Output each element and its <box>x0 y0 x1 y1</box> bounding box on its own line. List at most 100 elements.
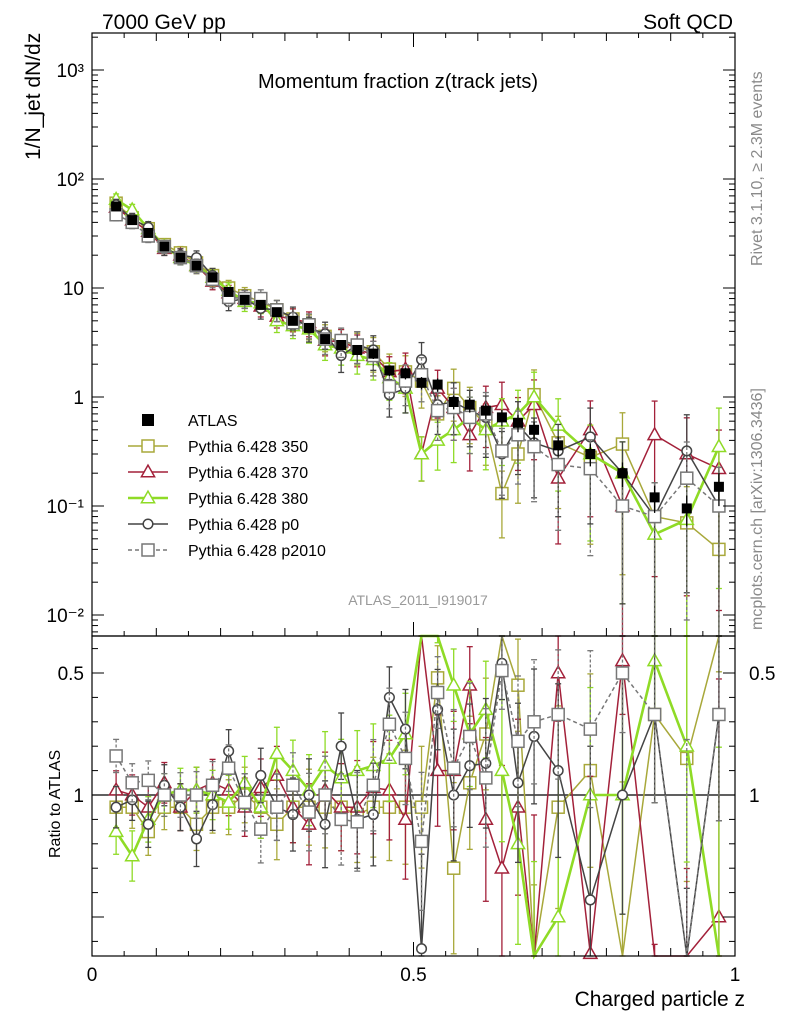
data-point <box>681 445 693 457</box>
data-point <box>317 757 333 772</box>
data-point <box>512 777 524 789</box>
data-point <box>495 663 509 678</box>
data-point <box>286 778 300 792</box>
data-point <box>615 666 630 680</box>
data-point <box>271 307 282 318</box>
data-point <box>190 833 203 845</box>
y-tick-label: 10² <box>57 170 84 191</box>
data-point <box>159 241 170 252</box>
data-point <box>189 788 204 802</box>
data-point <box>527 715 541 729</box>
data-point <box>495 444 509 458</box>
x-axis-label: Charged particle z <box>575 988 745 1011</box>
data-point <box>142 518 154 530</box>
data-point <box>553 440 564 451</box>
data-point <box>615 499 630 513</box>
data-point <box>526 388 542 403</box>
data-point <box>647 707 662 722</box>
x-tick-label: 1 <box>730 965 741 986</box>
data-point <box>397 810 414 825</box>
data-point <box>220 793 237 808</box>
data-point <box>140 463 156 478</box>
data-point <box>270 800 284 814</box>
data-point <box>320 334 331 345</box>
data-point <box>711 438 727 453</box>
legend-label: Pythia 6.428 p2010 <box>188 543 326 560</box>
data-point <box>255 769 267 782</box>
data-point <box>430 403 445 418</box>
data-point <box>335 740 347 752</box>
data-point <box>254 822 268 836</box>
data-point <box>463 410 477 425</box>
data-point <box>175 252 186 263</box>
legend-label: Pythia 6.428 370 <box>188 465 308 482</box>
main-panel <box>108 190 727 637</box>
data-point <box>646 426 663 441</box>
data-point <box>141 439 155 453</box>
data-point <box>140 489 156 504</box>
ratio-y-tick-label-right: 0.5 <box>749 664 775 685</box>
y-axis-label: 1/N_jet dN/dz <box>22 33 45 160</box>
data-point <box>445 676 462 691</box>
data-point <box>494 762 510 777</box>
data-point <box>496 412 507 423</box>
data-point <box>713 481 724 492</box>
y-tick-label: 10 <box>63 279 84 300</box>
data-point <box>414 834 429 849</box>
data-point <box>583 722 598 736</box>
data-point <box>585 448 596 459</box>
header-right: Soft QCD <box>643 11 733 34</box>
legend-entry: ATLAS <box>142 413 238 430</box>
x-tick-label: 0 <box>87 965 98 986</box>
data-point <box>415 943 428 955</box>
side-text-top: Rivet 3.1.10, ≥ 2.3M events <box>749 71 766 266</box>
data-point <box>141 773 156 788</box>
ratio-y-tick-label-right: 1 <box>749 786 760 807</box>
data-point <box>237 795 252 810</box>
data-point <box>319 818 331 830</box>
data-point <box>432 379 443 390</box>
data-point <box>413 445 430 460</box>
data-point <box>125 776 139 790</box>
data-point <box>527 439 541 454</box>
legend-entry: Pythia 6.428 p2010 <box>128 543 326 560</box>
data-point <box>141 543 155 557</box>
data-point <box>382 379 397 394</box>
series-pythia-6-428-p2010 <box>109 635 726 957</box>
legend-entry: Pythia 6.428 380 <box>128 489 308 508</box>
data-point <box>552 765 564 777</box>
data-point <box>416 377 427 388</box>
data-point <box>350 815 364 829</box>
data-point <box>143 227 154 238</box>
data-point <box>352 344 363 355</box>
data-point <box>287 315 298 326</box>
data-point <box>239 294 250 305</box>
data-point <box>108 823 124 838</box>
data-point <box>448 396 459 407</box>
legend-label: Pythia 6.428 p0 <box>188 517 299 534</box>
legend-label: ATLAS <box>188 413 238 430</box>
header-left: 7000 GeV pp <box>102 11 226 34</box>
legend: ATLAS Pythia 6.428 350 Pythia 6.428 370 Pyt… <box>128 413 326 560</box>
data-point <box>109 749 123 763</box>
y-tick-label: 10³ <box>57 61 84 82</box>
data-point <box>255 299 266 310</box>
data-point <box>480 405 491 416</box>
data-point <box>127 215 138 226</box>
side-text-bottom: mcplots.cern.ch [arXiv:1306.3436] <box>749 388 766 630</box>
data-point <box>302 805 316 819</box>
legend-entry: Pythia 6.428 p0 <box>128 517 299 534</box>
ratio-y-tick-label: 0.5 <box>58 664 84 685</box>
data-point <box>446 861 461 875</box>
data-point <box>550 908 567 923</box>
data-point <box>479 771 493 785</box>
data-point <box>511 734 525 749</box>
data-point <box>446 761 461 775</box>
legend-entry: Pythia 6.428 350 <box>128 439 308 456</box>
data-point <box>464 399 475 410</box>
data-point <box>584 894 596 906</box>
data-point <box>368 348 379 359</box>
data-point <box>712 707 726 722</box>
ratio-panel <box>108 634 727 960</box>
